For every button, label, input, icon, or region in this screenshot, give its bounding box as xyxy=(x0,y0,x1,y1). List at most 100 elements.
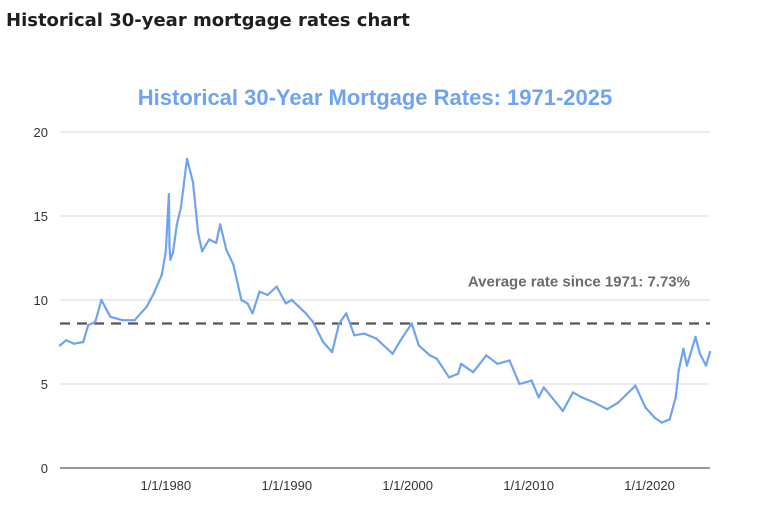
rate-point xyxy=(644,406,647,409)
rate-point xyxy=(311,320,315,323)
rate-point xyxy=(168,245,171,248)
rate-point xyxy=(100,298,103,302)
rate-point xyxy=(284,302,287,305)
rate-point xyxy=(363,332,366,335)
rate-point xyxy=(353,334,356,337)
mortgage-rate-series-line xyxy=(58,157,712,424)
mortgage-rate-chart: Historical 30-Year Mortgage Rates: 1971-… xyxy=(34,85,712,493)
rate-point xyxy=(164,250,167,253)
y-tick-label: 20 xyxy=(34,125,48,140)
rate-point xyxy=(207,238,211,241)
rate-point xyxy=(634,384,637,387)
rate-point xyxy=(321,340,325,344)
rate-point xyxy=(191,181,195,184)
rate-point xyxy=(72,342,76,345)
rate-point xyxy=(175,223,179,226)
rate-point xyxy=(668,418,671,421)
rate-point xyxy=(258,290,261,293)
rate-point xyxy=(275,285,278,288)
rate-point xyxy=(290,298,293,302)
rate-point xyxy=(447,376,451,379)
x-tick-label: 1/1/2010 xyxy=(503,478,554,493)
average-rate-annotation: Average rate since 1971: 7.73% xyxy=(468,274,690,291)
rate-point xyxy=(330,350,334,354)
rate-point xyxy=(246,302,249,305)
rate-point xyxy=(196,231,200,234)
rate-point xyxy=(472,371,475,374)
rate-point xyxy=(542,386,545,389)
rate-point xyxy=(94,320,97,323)
rate-point xyxy=(708,350,712,354)
rate-point xyxy=(152,292,155,295)
y-axis-ticks: 0 5 10 15 20 xyxy=(34,125,48,476)
reference-lines: Average rate since 1971: 7.73% xyxy=(60,274,710,325)
rate-point xyxy=(240,298,243,302)
rate-point xyxy=(571,391,575,394)
rate-point xyxy=(399,339,402,342)
rate-point xyxy=(345,312,348,315)
rate-point xyxy=(64,339,68,342)
chart-title: Historical 30-Year Mortgage Rates: 1971-… xyxy=(138,85,612,110)
rate-point xyxy=(518,382,521,386)
x-axis-ticks: 1/1/1980 1/1/1990 1/1/2000 1/1/2010 1/1/2020 xyxy=(141,478,675,493)
rate-point xyxy=(530,379,533,382)
page-heading: Historical 30-year mortgage rates chart xyxy=(6,10,410,31)
gridlines xyxy=(60,131,710,469)
rate-point xyxy=(82,340,85,344)
rate-point xyxy=(266,293,269,297)
rate-point xyxy=(660,421,663,424)
rate-point xyxy=(606,408,609,411)
rate-point xyxy=(682,347,685,350)
rate-point xyxy=(109,315,112,318)
x-tick-label: 1/1/2020 xyxy=(624,478,675,493)
y-tick-label: 5 xyxy=(41,377,48,392)
rate-point xyxy=(391,352,394,355)
rate-point xyxy=(694,335,697,339)
rate-point xyxy=(87,324,90,327)
rate-point xyxy=(435,357,439,360)
rate-point xyxy=(337,322,341,325)
rate-point xyxy=(219,223,222,226)
rate-point xyxy=(580,396,584,399)
rate-point xyxy=(485,354,488,357)
rate-point xyxy=(297,305,301,308)
rate-point xyxy=(375,337,378,340)
rate-point xyxy=(304,312,308,315)
rate-point xyxy=(160,273,163,276)
rate-point xyxy=(653,416,656,419)
rate-point xyxy=(167,193,171,196)
rate-point xyxy=(185,157,189,161)
rate-point xyxy=(561,409,565,413)
rate-point xyxy=(674,396,677,399)
rate-point xyxy=(456,372,460,376)
rate-point xyxy=(698,352,702,355)
rate-point xyxy=(459,362,463,365)
rate-point xyxy=(179,206,183,209)
rate-point xyxy=(171,251,175,255)
rate-point xyxy=(428,354,432,357)
rate-point xyxy=(200,250,204,253)
y-tick-label: 15 xyxy=(34,209,48,224)
rate-point xyxy=(617,401,620,404)
rate-point xyxy=(496,362,499,365)
rate-point xyxy=(121,319,124,322)
y-tick-label: 0 xyxy=(41,461,48,476)
rate-point xyxy=(232,263,235,266)
rate-point xyxy=(215,241,218,245)
rate-point xyxy=(145,305,148,308)
rate-point xyxy=(169,258,172,261)
rate-point xyxy=(58,344,62,347)
rate-point xyxy=(508,359,511,362)
rate-point xyxy=(251,312,254,315)
x-tick-label: 1/1/1980 xyxy=(141,478,192,493)
series-layer xyxy=(58,157,712,424)
rate-point xyxy=(677,369,680,372)
x-tick-label: 1/1/2000 xyxy=(382,478,433,493)
chart-container: Historical 30-Year Mortgage Rates: 1971-… xyxy=(0,60,775,508)
rate-point xyxy=(704,364,708,367)
rate-point xyxy=(225,248,228,251)
y-tick-label: 10 xyxy=(34,293,48,308)
rate-point xyxy=(410,322,413,325)
x-tick-label: 1/1/1990 xyxy=(261,478,312,493)
rate-point xyxy=(537,396,540,399)
